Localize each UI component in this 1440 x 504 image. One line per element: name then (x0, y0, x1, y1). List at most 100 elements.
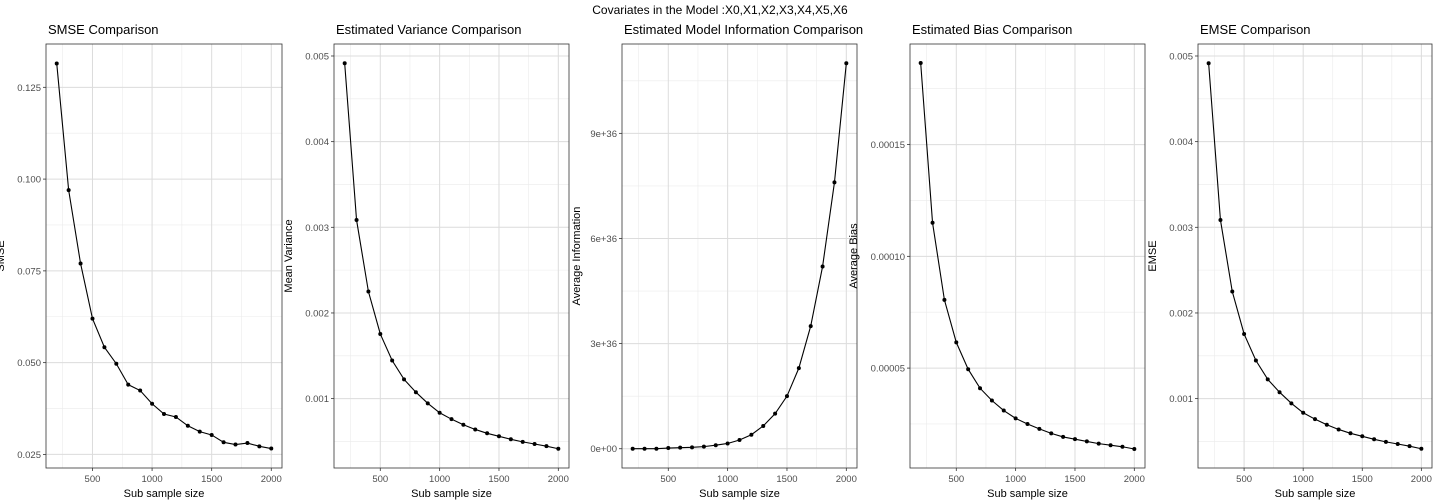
chart-4-point (942, 297, 947, 302)
chart-5-point (1289, 401, 1294, 406)
chart-2-ytick-label: 0.005 (305, 51, 329, 62)
chart-2-point (556, 446, 561, 451)
chart-1-point (185, 423, 190, 428)
chart-3-title: Estimated Model Information Comparison (624, 22, 863, 37)
chart-4-ytick-label: 0.00005 (871, 364, 905, 375)
chart-3-ytick-label: 0e+00 (590, 444, 617, 455)
chart-1-ytick-label: 0.050 (17, 358, 41, 369)
chart-4-panel-border (909, 43, 1146, 469)
chart-2-point (496, 434, 501, 439)
chart-1-point (90, 316, 95, 321)
chart-1-point (221, 440, 226, 445)
chart-5-panel-border (1197, 43, 1433, 469)
chart-5-ytick-label: 0.001 (1169, 394, 1193, 405)
chart-2-point (473, 427, 478, 432)
chart-2-point (354, 218, 359, 223)
chart-5-point (1206, 61, 1211, 66)
chart-1-point (269, 446, 274, 451)
chart-2-point (544, 444, 549, 449)
chart-2-ytick-label: 0.002 (305, 308, 329, 319)
chart-1-point (102, 345, 107, 350)
chart-5-series-line (1208, 63, 1422, 450)
chart-4-point (1001, 408, 1006, 413)
chart-2-point (520, 439, 525, 444)
chart-3-xtick-label: 1000 (717, 474, 738, 485)
chart-3-point (796, 366, 801, 371)
chart-4-point (1049, 431, 1054, 436)
chart-2-series-line (344, 63, 559, 450)
chart-1-series-line (56, 63, 272, 450)
chart-5-xtick-label: 2000 (1411, 474, 1432, 485)
chart-5-ytick-label: 0.004 (1169, 137, 1193, 148)
chart-1-point (126, 382, 131, 387)
chart-5-point (1230, 289, 1235, 294)
chart-2-point (342, 61, 347, 66)
chart-4-ylabel: Average Bias (848, 223, 860, 289)
chart-3-point (678, 445, 683, 450)
chart-5-point (1419, 446, 1424, 451)
chart-3-point (654, 446, 659, 451)
chart-5-xtick-label: 500 (1236, 474, 1252, 485)
chart-3-point (713, 443, 718, 448)
chart-4-point (1132, 447, 1137, 452)
chart-5-point (1348, 431, 1353, 436)
chart-4-point (1025, 421, 1030, 426)
chart-4-point (1061, 434, 1066, 439)
chart-1-point (233, 442, 238, 447)
chart-5-point (1383, 439, 1388, 444)
chart-5-point (1360, 434, 1365, 439)
chart-1-point (162, 412, 166, 417)
chart-1-point (209, 432, 214, 437)
chart-5-point (1336, 427, 1341, 432)
chart-2-ylabel: Mean Variance (283, 219, 295, 292)
chart-1-point (197, 429, 202, 434)
chart-2-point (378, 331, 383, 336)
chart-3-point (773, 411, 778, 416)
chart-5-title: EMSE Comparison (1200, 22, 1311, 37)
chart-3-point (725, 441, 730, 446)
chart-1-xtick-label: 1500 (201, 474, 222, 485)
chart-2-point (532, 442, 537, 447)
chart-5-xlabel: Sub sample size (1275, 488, 1356, 500)
chart-5-point (1253, 358, 1258, 363)
chart-2-point (402, 377, 407, 382)
chart-3-point (844, 61, 849, 66)
chart-1-ytick-label: 0.125 (17, 83, 41, 94)
chart-5-point (1218, 218, 1223, 223)
chart-2-ytick-label: 0.003 (305, 223, 329, 234)
chart-3-point (749, 432, 754, 437)
chart-3-point (832, 180, 837, 185)
chart-5-xtick-label: 1000 (1293, 474, 1314, 485)
chart-4-xtick-label: 1000 (1005, 474, 1026, 485)
chart-3-point (761, 423, 766, 428)
chart-4-point (1096, 441, 1101, 446)
chart-1-point (138, 388, 143, 393)
chart-4-point (989, 398, 994, 403)
chart-1-point (66, 188, 71, 193)
chart-3-xtick-label: 2000 (836, 474, 857, 485)
chart-5-ytick-label: 0.003 (1169, 223, 1193, 234)
chart-3-point (808, 324, 813, 329)
chart-panel-5: 0.001 0.002 0.003 0.004 0.005 500 1000 1500 2000… (1147, 22, 1433, 500)
chart-1-point (257, 444, 262, 449)
chart-2-ytick-label: 0.001 (305, 394, 329, 405)
chart-3-ytick-label: 6e+36 (590, 234, 617, 245)
chart-3-point (630, 446, 635, 451)
chart-3-point (642, 446, 647, 451)
chart-4-xlabel: Sub sample size (987, 488, 1068, 500)
chart-3-point (737, 437, 742, 442)
chart-5-xtick-label: 1500 (1352, 474, 1373, 485)
chart-2-xlabel: Sub sample size (411, 488, 492, 500)
chart-4-ytick-label: 0.00015 (871, 140, 905, 151)
chart-1-point (114, 361, 119, 366)
chart-panel-2: 0.001 0.002 0.003 0.004 0.005 500 1000 1500 2000… (283, 22, 570, 500)
chart-panel-4: 0.00005 0.00010 0.00015 500 1000 1500 2000 Esti… (848, 22, 1146, 500)
chart-3-ytick-label: 3e+36 (590, 339, 617, 350)
chart-1-ylabel: SMSE (0, 240, 7, 271)
chart-3-xtick-label: 1500 (776, 474, 797, 485)
chart-4-point (1084, 439, 1089, 444)
chart-3-point (784, 394, 789, 399)
chart-panel-1: 0.025 0.050 0.075 0.100 0.125 500 1000 1500 2000… (0, 22, 283, 500)
figure-title: Covariates in the Model :X0,X1,X2,X3,X4,… (592, 3, 848, 17)
